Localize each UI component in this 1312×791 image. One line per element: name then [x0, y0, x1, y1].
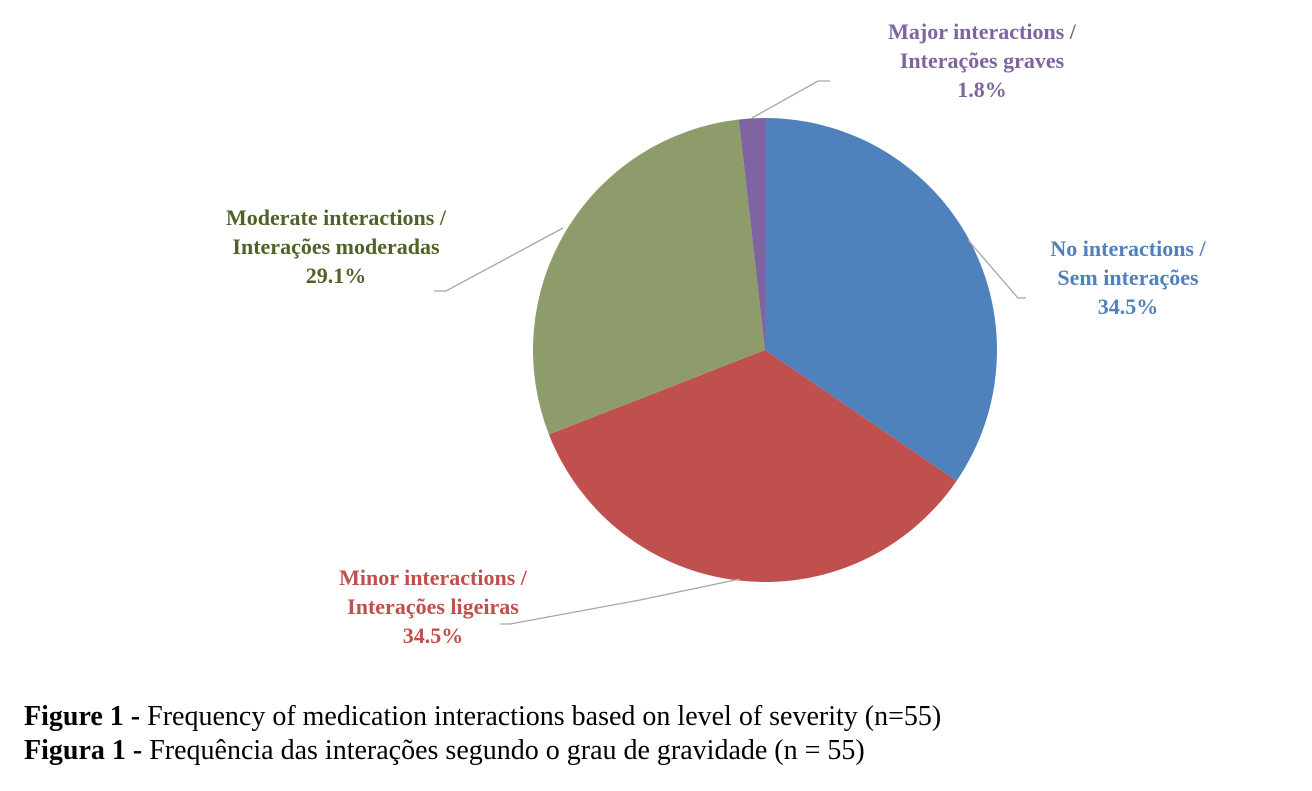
- figure-caption: Figure 1 - Frequency of medication inter…: [24, 700, 941, 768]
- slice-label-pt: Sem interações: [1057, 265, 1199, 290]
- caption-figure-number: Figura 1 -: [24, 735, 143, 766]
- pie-chart-svg: [434, 80, 1026, 625]
- caption-figure-number: Figure 1 -: [24, 701, 141, 732]
- pie-chart-area: No interactions / Sem interações 34.5% M…: [226, 17, 1206, 650]
- slice-label-en: Minor interactions /: [339, 565, 527, 590]
- slice-label-en: Moderate interactions /: [226, 205, 446, 230]
- slice-label-pt: Interações moderadas: [232, 234, 440, 259]
- slice-label-en: No interactions /: [1050, 236, 1206, 261]
- pie-slice-no-interactions: [765, 117, 998, 481]
- caption-text: Frequency of medication interactions bas…: [140, 701, 942, 732]
- pie-slice-major-interactions: [738, 118, 765, 350]
- slice-label-value: 34.5%: [1097, 294, 1159, 319]
- slice-label-value: 34.5%: [402, 623, 464, 648]
- pie-slice-minor-interactions: [548, 350, 957, 583]
- slice-label-pt: Interações graves: [899, 48, 1065, 73]
- leader-line-major-interactions: [751, 80, 830, 119]
- slice-label-moderate-interactions: Moderate interactions / Interações moder…: [226, 203, 446, 290]
- slice-label-minor-interactions: Minor interactions / Interações ligeiras…: [339, 563, 527, 650]
- leader-line-minor-interactions: [500, 578, 741, 625]
- leader-line-no-interactions: [967, 239, 1026, 299]
- slice-label-value: 29.1%: [305, 263, 367, 288]
- slice-label-major-interactions: Major interactions / Interações graves 1…: [888, 17, 1076, 104]
- pie-slice-moderate-interactions: [532, 119, 765, 435]
- caption-line-en: Figure 1 - Frequency of medication inter…: [24, 700, 941, 734]
- slice-label-value: 1.8%: [957, 77, 1007, 102]
- slice-label-en: Major interactions /: [888, 19, 1076, 44]
- caption-line-pt: Figura 1 - Frequência das interações seg…: [24, 734, 941, 768]
- slice-label-no-interactions: No interactions / Sem interações 34.5%: [1050, 234, 1205, 321]
- caption-text: Frequência das interações segundo o grau…: [142, 735, 865, 766]
- leader-line-moderate-interactions: [434, 227, 564, 292]
- slice-label-pt: Interações ligeiras: [347, 594, 519, 619]
